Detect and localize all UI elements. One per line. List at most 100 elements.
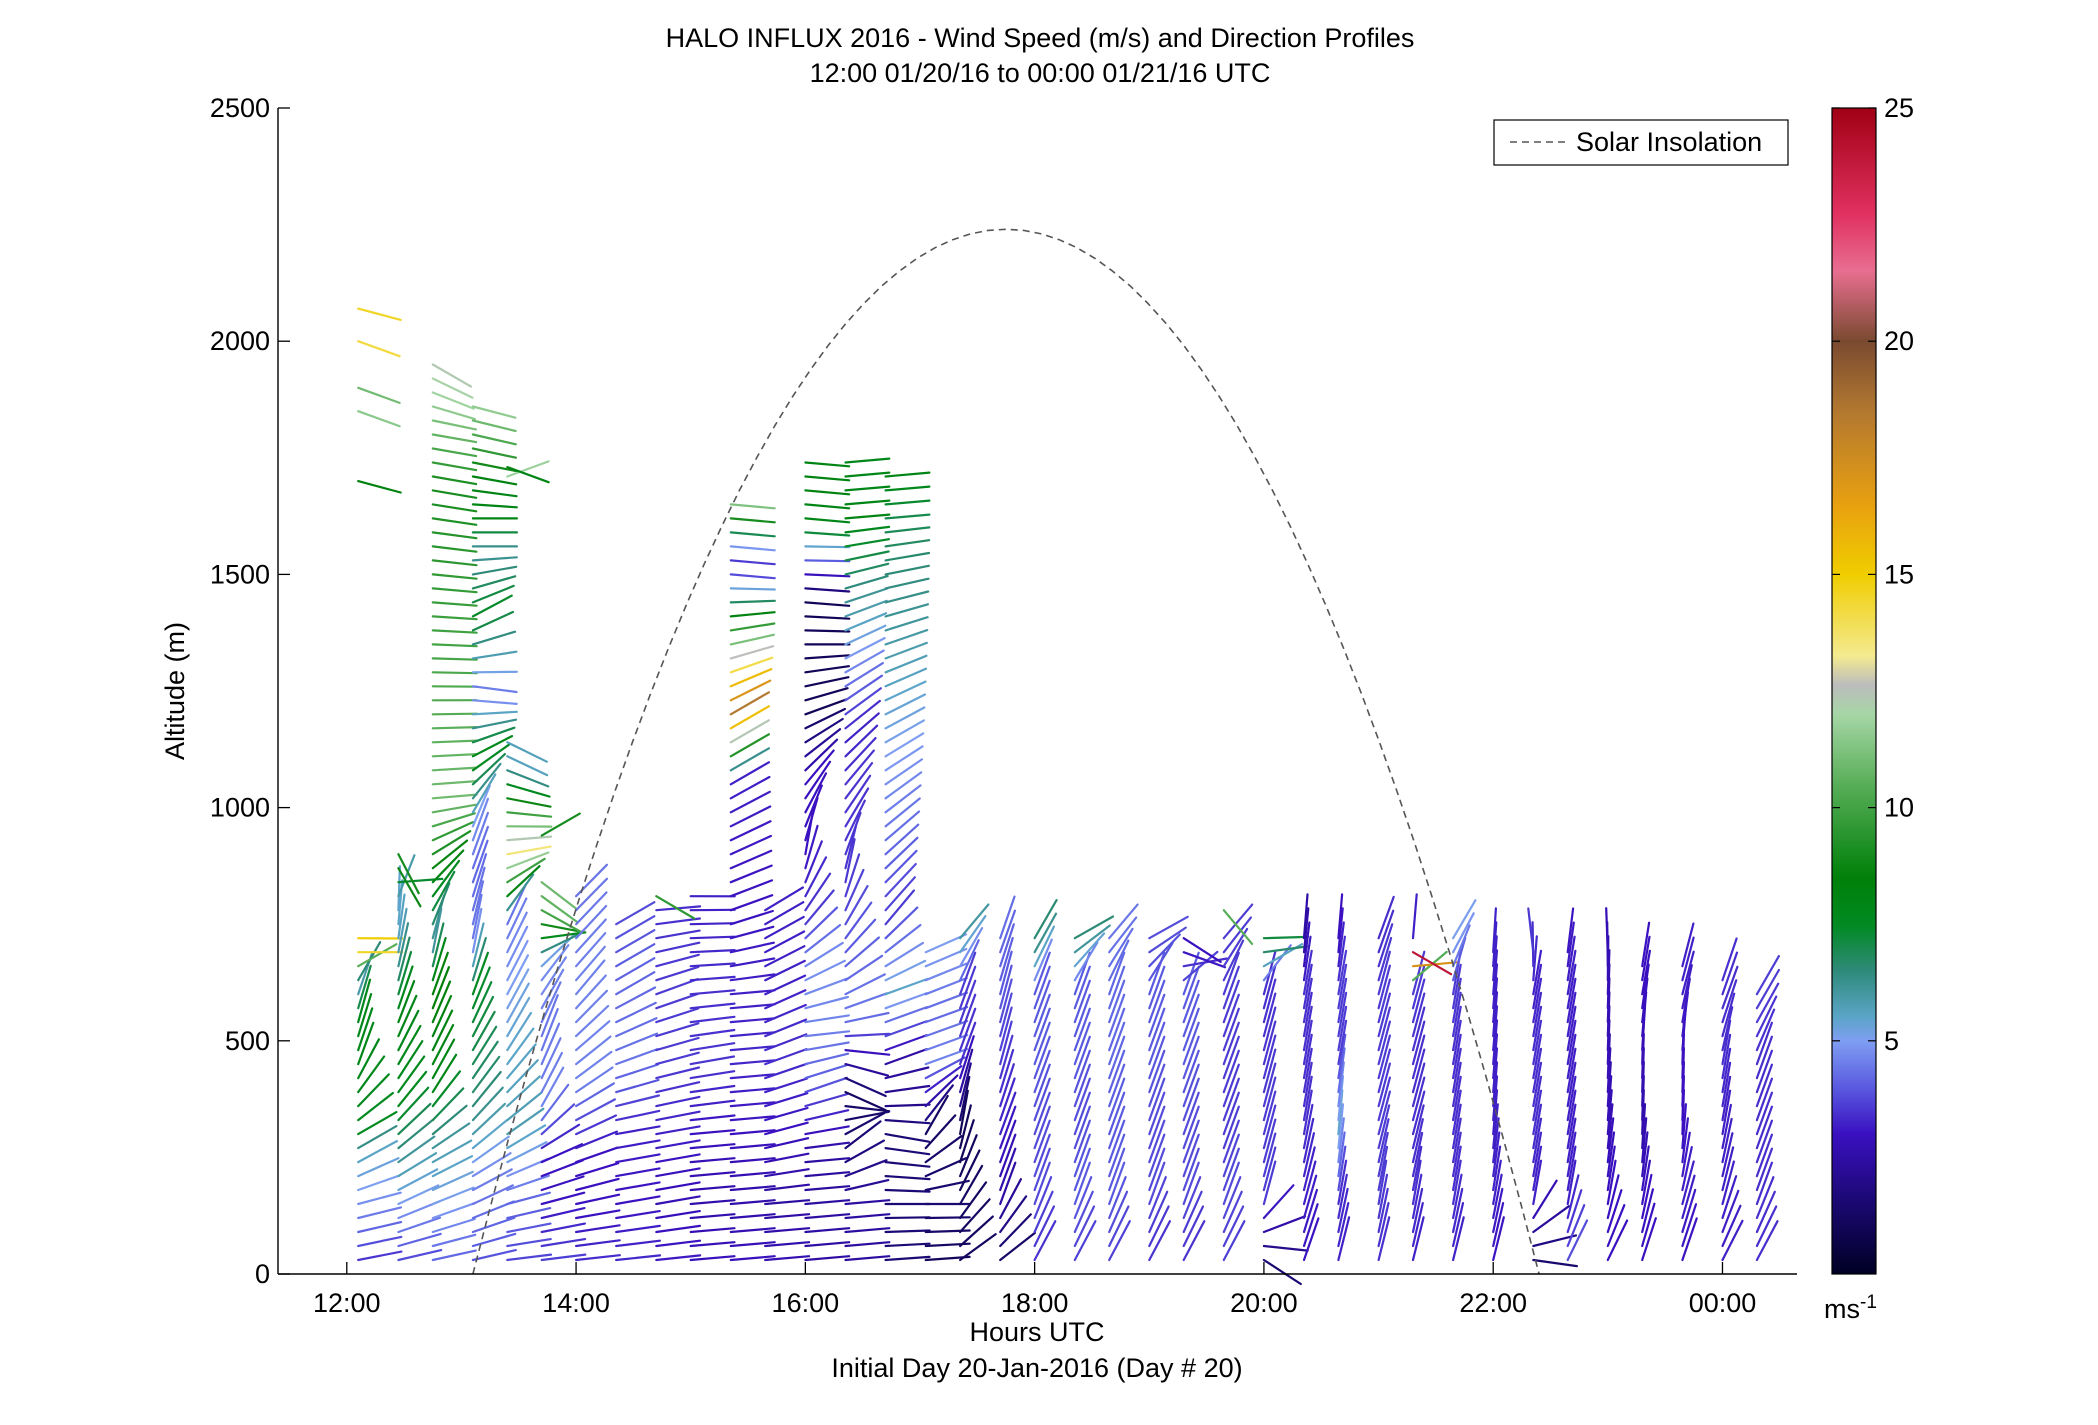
y-axis-ticks: 0 500 1000 1500 2000 2500 [210, 93, 290, 1289]
wind-barb [1681, 1117, 1690, 1164]
wind-barb [574, 989, 609, 1024]
wind-barb [804, 1109, 850, 1122]
wind-barb [431, 503, 478, 513]
wind-barb [764, 989, 807, 1010]
wind-barb [431, 1155, 474, 1178]
wind-barb [1492, 1131, 1501, 1178]
wind-barb [884, 1216, 931, 1220]
wind-barb [1033, 1077, 1051, 1122]
wind-barb [1262, 945, 1309, 954]
wind-barb [397, 1055, 426, 1094]
wind-barb [1302, 1103, 1314, 1150]
wind-barb [471, 936, 487, 982]
wind-barb [397, 1135, 436, 1164]
wind-barb [540, 968, 565, 1010]
wind-barb [804, 1125, 850, 1136]
wind-barb [1222, 1119, 1240, 1164]
wind-barb [844, 787, 870, 828]
wind-barb [729, 973, 776, 982]
wind-barb [1302, 1061, 1313, 1108]
wind-barb [1377, 1201, 1390, 1248]
wind-barb [1182, 937, 1222, 964]
wind-barb [804, 587, 851, 593]
wind-barb [431, 859, 461, 898]
wind-barb [689, 1199, 736, 1206]
wind-barb [615, 986, 657, 1010]
wind-barb [506, 897, 528, 940]
wind-barb [804, 1157, 851, 1164]
wind-barb [1566, 1089, 1577, 1136]
wind-barb [471, 1248, 517, 1262]
wind-barb [1108, 993, 1126, 1038]
wind-barb [1721, 1019, 1732, 1066]
wind-barb [844, 661, 885, 688]
wind-barb [1302, 1033, 1313, 1080]
wind-barb [804, 503, 851, 510]
wind-barb [1566, 1117, 1577, 1164]
wind-barb [1148, 965, 1166, 1010]
wind-barb [506, 857, 546, 884]
y-tick-label: 1000 [210, 793, 270, 823]
wind-barb [1262, 978, 1277, 1024]
wind-barb [844, 954, 884, 982]
wind-barb [574, 1177, 620, 1192]
wind-barb [729, 1241, 776, 1248]
wind-barb [999, 978, 1013, 1024]
wind-barb [1377, 1118, 1390, 1164]
wind-barb [844, 525, 891, 534]
x-tick-label: 14:00 [542, 1288, 610, 1318]
wind-barb [958, 951, 977, 996]
wind-barb [1148, 1190, 1169, 1234]
wind-barb [1302, 1047, 1313, 1094]
wind-barb [506, 873, 535, 912]
wind-barb [729, 1031, 776, 1038]
wind-barb [1033, 1049, 1051, 1094]
wind-barb [1108, 1119, 1126, 1164]
wind-barb [574, 1254, 621, 1262]
wind-barb [689, 962, 736, 968]
wind-barb [397, 867, 422, 908]
wind-barb [924, 1019, 969, 1038]
wind-barb [1262, 992, 1277, 1038]
wind-barb [884, 732, 925, 758]
wind-barb [884, 1146, 931, 1156]
wind-barb [431, 489, 478, 499]
wind-barb [729, 1115, 776, 1122]
wind-barb [1681, 950, 1695, 996]
wind-barb [540, 934, 575, 968]
wind-barb [1451, 924, 1471, 968]
wind-barb [1262, 1062, 1277, 1108]
wind-barb [574, 1146, 619, 1164]
wind-barb [1566, 963, 1577, 1010]
wind-barb [729, 1171, 776, 1178]
wind-barb [844, 1199, 891, 1206]
wind-barb [844, 724, 879, 758]
wind-barb [1492, 1216, 1505, 1262]
wind-barb [471, 1040, 499, 1080]
wind-barb [729, 761, 771, 786]
wind-barb [1721, 1146, 1735, 1192]
wind-barb [804, 601, 851, 607]
wind-barb [1755, 1190, 1776, 1234]
wind-barb [540, 981, 562, 1024]
wind-barb [958, 1075, 971, 1122]
wind-barb [1262, 1048, 1277, 1094]
wind-barb [1148, 915, 1189, 940]
wind-barb [1451, 1033, 1462, 1080]
wind-barb [615, 1167, 661, 1178]
wind-barb [1492, 1019, 1499, 1066]
wind-barb [729, 691, 771, 716]
wind-barb [471, 433, 517, 446]
wind-barb [1033, 1190, 1054, 1234]
wind-barb [1532, 1159, 1543, 1206]
wind-barb [1492, 1047, 1499, 1094]
wind-barb [804, 906, 839, 940]
wind-barb [1721, 1204, 1742, 1248]
wind-barb [804, 738, 839, 772]
wind-barb [1566, 1145, 1577, 1192]
wind-barb [1451, 1103, 1462, 1150]
wind-barb [689, 1070, 736, 1080]
wind-barb [884, 564, 930, 576]
wind-barb [1222, 1063, 1240, 1108]
wind-barb [357, 1139, 398, 1164]
